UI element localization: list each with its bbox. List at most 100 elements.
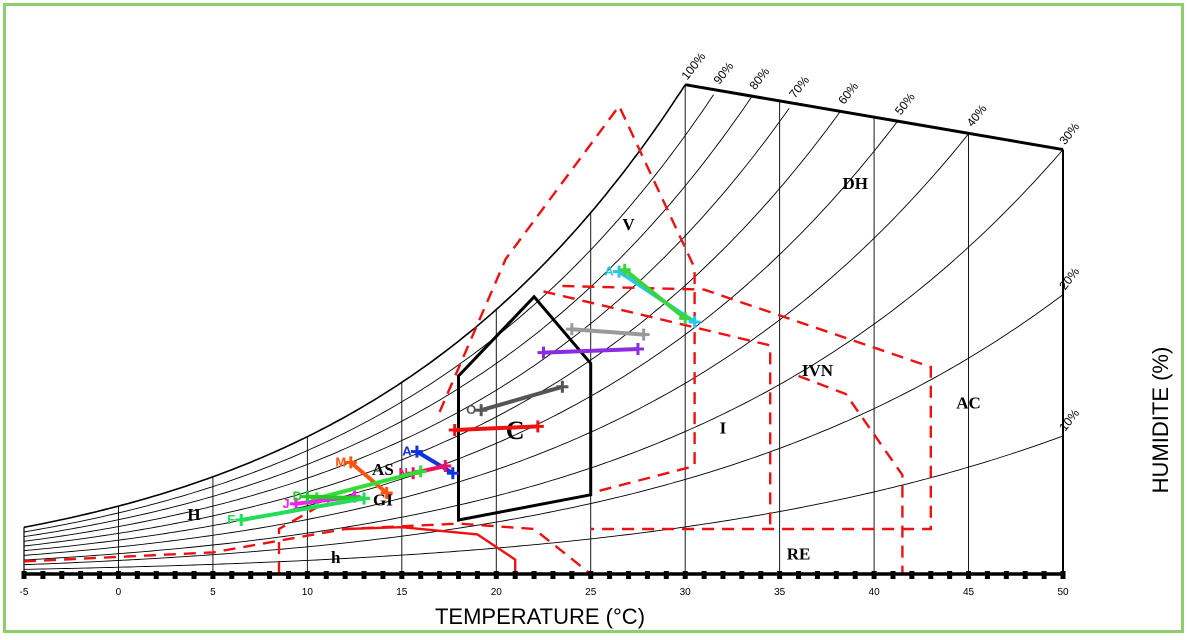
series-line: [240, 496, 365, 522]
x-tick-label: -5: [20, 587, 29, 598]
x-tick-mark: [871, 571, 877, 579]
series-label: O: [466, 402, 476, 417]
series-line: [454, 424, 538, 432]
x-tick-mark: [626, 571, 632, 579]
x-tick-mark: [1041, 571, 1047, 579]
y-axis-label: HUMIDITE (%): [1148, 347, 1173, 494]
x-tick-label: 5: [210, 587, 216, 598]
x-tick-mark: [455, 571, 461, 579]
series-label: A: [402, 444, 412, 459]
rh-label: 70%: [786, 73, 812, 101]
x-tick-label: 25: [585, 587, 597, 598]
series-label: M: [335, 454, 346, 469]
zone-label: h: [331, 548, 341, 567]
x-tick-mark: [833, 571, 839, 579]
rh-label: 50%: [892, 90, 918, 118]
zone-boundary: [543, 290, 772, 529]
series-line: [316, 469, 422, 501]
series-label: N: [398, 465, 407, 480]
x-tick-mark: [852, 571, 858, 579]
rh-label: 80%: [747, 65, 773, 93]
rh-label: 100%: [679, 49, 709, 82]
x-tick-mark: [663, 571, 669, 579]
x-tick-mark: [153, 571, 159, 579]
x-tick-mark: [550, 571, 556, 579]
x-tick-mark: [248, 571, 254, 579]
x-tick-mark: [418, 571, 424, 579]
x-tick-label: 20: [491, 587, 503, 598]
zone-label: I: [720, 419, 727, 438]
x-tick-mark: [97, 571, 103, 579]
x-tick-mark: [607, 571, 613, 579]
x-tick-label: 45: [963, 587, 975, 598]
zone-label: IVN: [802, 361, 834, 380]
zone-label: H: [187, 505, 200, 524]
x-tick-mark: [796, 571, 802, 579]
x-tick-label: 0: [116, 587, 122, 598]
series-label: D: [293, 489, 302, 504]
x-tick-mark: [1022, 571, 1028, 579]
x-tick-mark: [814, 571, 820, 579]
zone-boundary: [798, 374, 904, 574]
rh-label: 60%: [835, 79, 861, 107]
rh-curve-100: [23, 84, 686, 529]
x-tick-mark: [758, 571, 764, 579]
zone-label: DH: [842, 174, 868, 193]
zone-boundary-solid: [345, 525, 517, 574]
zone-label: C: [506, 416, 525, 445]
zone-label: RE: [787, 545, 811, 564]
x-tick-mark: [115, 571, 121, 579]
x-tick-mark: [191, 571, 197, 579]
rh-curve-10: [24, 435, 1064, 570]
series-line: [543, 347, 639, 355]
series-line: [480, 384, 563, 413]
rh-curve-50: [23, 120, 899, 552]
x-tick-mark: [399, 571, 405, 579]
x-tick-mark: [285, 571, 291, 579]
rh-label: 30%: [1056, 120, 1082, 148]
x-tick-mark: [21, 571, 27, 579]
x-tick-mark: [531, 571, 537, 579]
x-tick-mark: [304, 571, 310, 579]
zone-boundary: [438, 103, 696, 495]
rh-curve-40: [23, 133, 969, 556]
x-axis-label: TEMPERATURE (°C): [435, 604, 645, 629]
rh-label: 40%: [964, 102, 990, 130]
x-tick-mark: [512, 571, 518, 579]
x-tick-label: 35: [774, 587, 786, 598]
x-tick-label: 50: [1057, 587, 1069, 598]
x-tick-mark: [229, 571, 235, 579]
x-tick-mark: [134, 571, 140, 579]
x-tick-mark: [267, 571, 273, 579]
x-tick-mark: [78, 571, 84, 579]
x-tick-mark: [493, 571, 499, 579]
zone-boundary: [562, 284, 932, 531]
series-line: [623, 268, 687, 320]
rh-curve-20: [23, 294, 1064, 566]
series-line: [349, 460, 389, 495]
x-tick-mark: [361, 571, 367, 579]
zone-label: AC: [956, 393, 981, 412]
x-tick-mark: [966, 571, 972, 579]
x-tick-mark: [40, 571, 46, 579]
x-tick-mark: [1060, 571, 1066, 579]
series-label: F: [227, 512, 235, 527]
rh-curve-90: [23, 94, 714, 533]
x-tick-mark: [380, 571, 386, 579]
rh-label: 90%: [711, 59, 737, 87]
x-tick-mark: [644, 571, 650, 579]
x-tick-label: 15: [396, 587, 408, 598]
x-tick-mark: [588, 571, 594, 579]
x-tick-label: 40: [869, 587, 881, 598]
x-tick-label: 30: [680, 587, 692, 598]
rh-label: 10%: [1056, 406, 1082, 434]
zone-label: V: [622, 215, 635, 234]
x-tick-mark: [210, 571, 216, 579]
x-tick-mark: [777, 571, 783, 579]
x-tick-mark: [928, 571, 934, 579]
series-label: A: [604, 264, 614, 279]
series-label: J: [282, 496, 289, 511]
x-tick-mark: [682, 571, 688, 579]
rh-curve-60: [23, 110, 842, 547]
